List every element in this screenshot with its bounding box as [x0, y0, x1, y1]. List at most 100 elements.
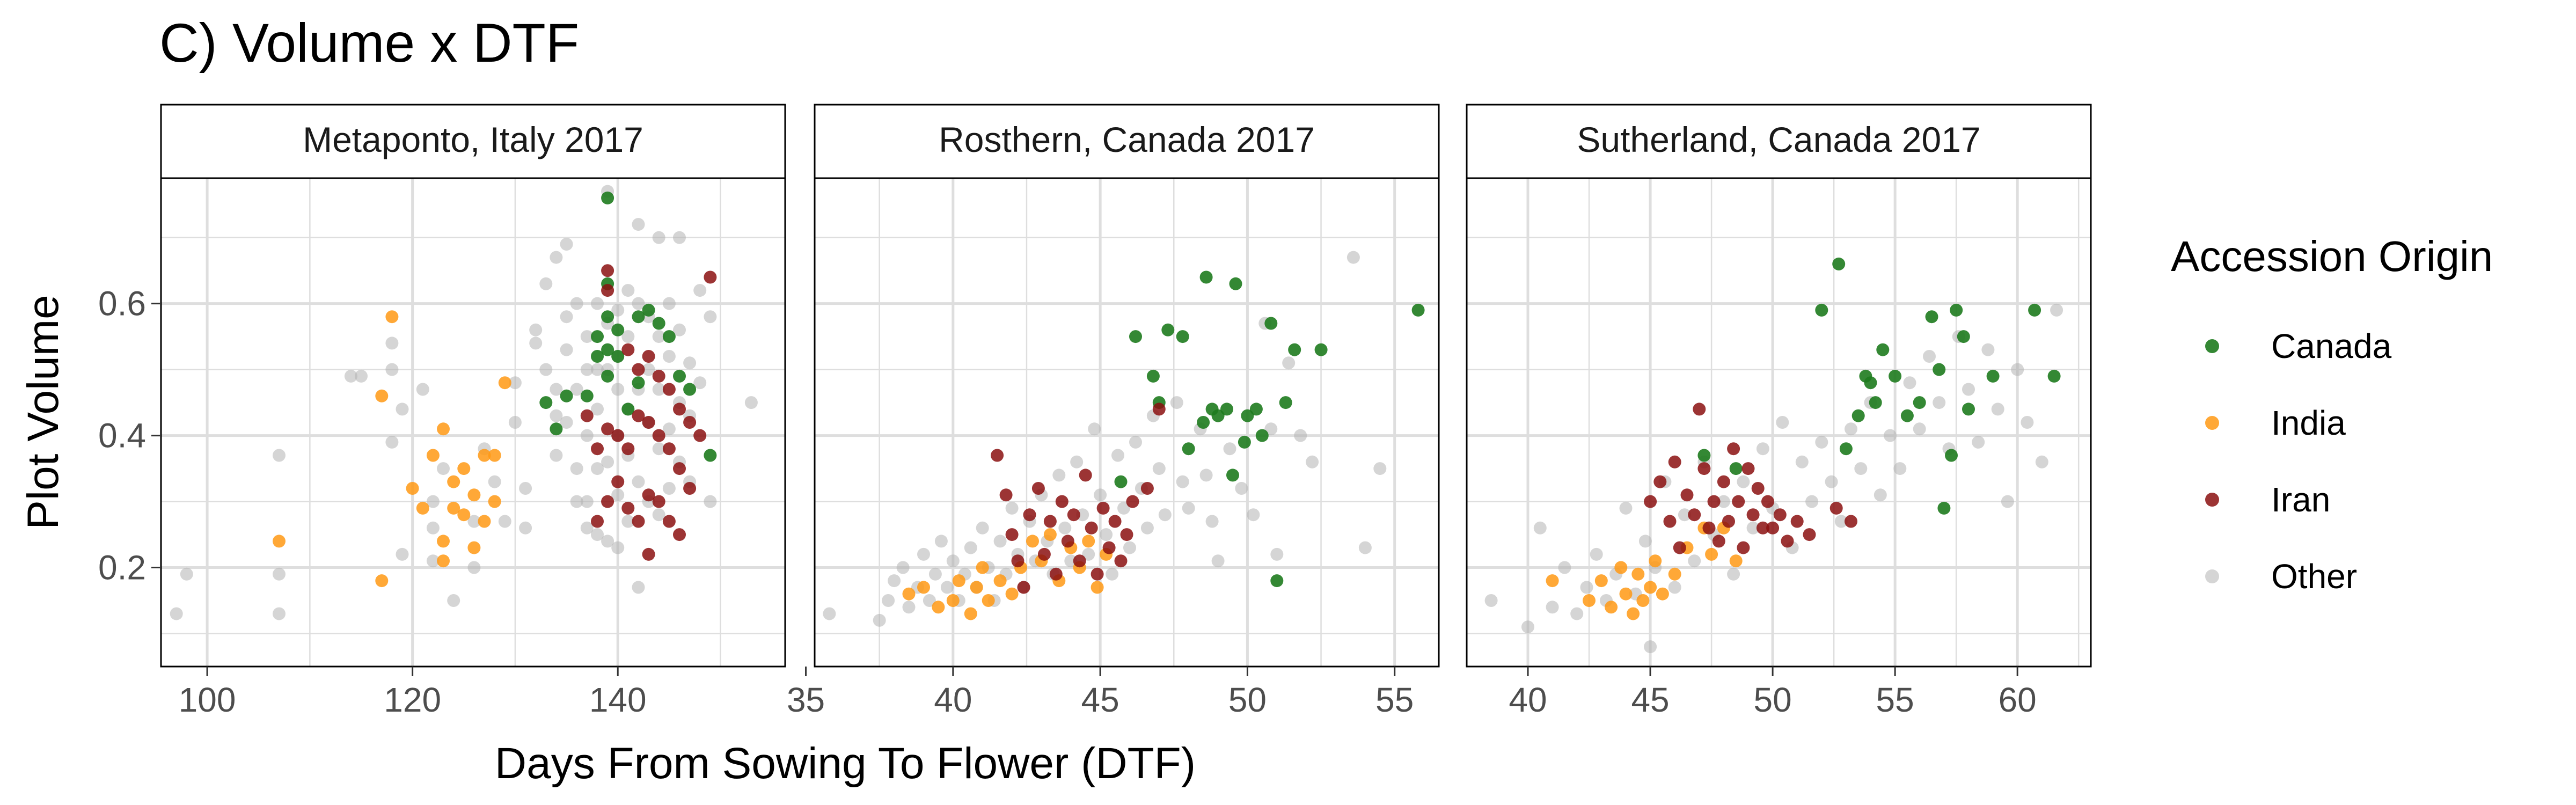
legend-marker [2205, 569, 2219, 583]
point-iran [601, 495, 614, 508]
point-iran [652, 495, 665, 508]
point-other [1805, 495, 1819, 508]
point-other [642, 363, 655, 376]
point-iran [704, 270, 717, 284]
point-india [1656, 587, 1669, 601]
point-other [652, 383, 665, 396]
point-canada [1199, 270, 1213, 284]
point-india [498, 376, 511, 390]
point-canada [1957, 330, 1970, 343]
point-india [447, 475, 460, 488]
point-other [416, 383, 429, 396]
point-iran [1644, 495, 1657, 508]
point-canada [580, 389, 594, 402]
point-other [1223, 442, 1236, 456]
x-tick-label: 35 [787, 680, 825, 719]
point-canada [1146, 369, 1160, 383]
point-india [1546, 574, 1559, 588]
point-other [873, 613, 886, 627]
point-other [1205, 515, 1219, 528]
point-other [1845, 422, 1857, 436]
point-iran [1152, 402, 1166, 416]
point-iran [642, 350, 655, 363]
point-other [923, 594, 936, 607]
point-other [1972, 435, 1985, 449]
x-tick-label: 55 [1375, 680, 1414, 719]
point-canada [1226, 469, 1239, 482]
point-iran [601, 284, 614, 297]
point-canada [539, 396, 553, 409]
point-other [896, 561, 910, 574]
point-india [1583, 594, 1596, 607]
point-other [1991, 402, 2004, 416]
point-other [385, 336, 399, 350]
facet-strip [1466, 104, 2092, 179]
legend-label: India [2271, 404, 2346, 442]
point-other [1106, 567, 1119, 581]
point-other [1521, 620, 1534, 634]
point-other [1294, 429, 1307, 442]
point-other [1100, 528, 1113, 541]
point-iran [1055, 495, 1069, 508]
point-canada [683, 383, 697, 396]
x-tick-label: 55 [1876, 680, 1914, 719]
point-other [1903, 376, 1916, 390]
point-other [1306, 455, 1319, 469]
point-other [591, 402, 604, 416]
point-canada [632, 310, 645, 324]
point-iran [1680, 488, 1694, 502]
point-other [550, 251, 563, 264]
point-iran [1079, 469, 1092, 482]
point-other [1005, 501, 1019, 515]
point-iran [601, 422, 614, 436]
point-other [1064, 554, 1078, 568]
point-other [355, 369, 368, 383]
point-iran [642, 547, 655, 561]
point-other [560, 238, 573, 251]
point-iran [1102, 541, 1116, 554]
point-other [1247, 508, 1260, 522]
point-iran [662, 383, 676, 396]
point-iran [1091, 567, 1104, 581]
point-canada [1182, 442, 1195, 456]
point-other [1795, 455, 1809, 469]
point-other [1270, 547, 1284, 561]
point-other [1558, 561, 1571, 574]
point-iran [1781, 535, 1794, 548]
point-other [508, 376, 522, 390]
point-other [902, 601, 916, 614]
point-other [385, 435, 399, 449]
point-canada [1288, 343, 1301, 356]
point-other [467, 561, 481, 574]
point-india [932, 601, 945, 614]
point-india [970, 581, 983, 594]
point-other [940, 581, 954, 594]
point-india [437, 422, 450, 436]
point-canada [1950, 303, 1963, 317]
point-canada [1697, 449, 1711, 462]
point-canada [1832, 257, 1846, 270]
point-other [1746, 521, 1760, 535]
point-other [1717, 495, 1730, 508]
point-iran [1037, 547, 1051, 561]
point-iran [1717, 475, 1730, 488]
point-iran [591, 442, 604, 456]
point-india [1619, 587, 1633, 601]
legend: Accession Origin Canada India Iran Other [2171, 232, 2493, 596]
point-other [704, 310, 717, 324]
point-other [1158, 508, 1172, 522]
point-other [1727, 567, 1740, 581]
point-canada [1900, 409, 1914, 422]
facet-panels: Metaponto, Italy 2017 100 120 140 0.2 0.4 0.6 R… [98, 104, 2092, 719]
point-india [467, 541, 481, 554]
point-other [1129, 435, 1142, 449]
point-iran [999, 488, 1013, 502]
point-other [652, 330, 665, 343]
point-canada [1249, 402, 1263, 416]
point-other [508, 416, 522, 429]
point-other [1854, 462, 1868, 475]
point-iran [1017, 581, 1030, 594]
point-india [416, 501, 429, 515]
point-other [1052, 469, 1066, 482]
point-other [385, 363, 399, 376]
